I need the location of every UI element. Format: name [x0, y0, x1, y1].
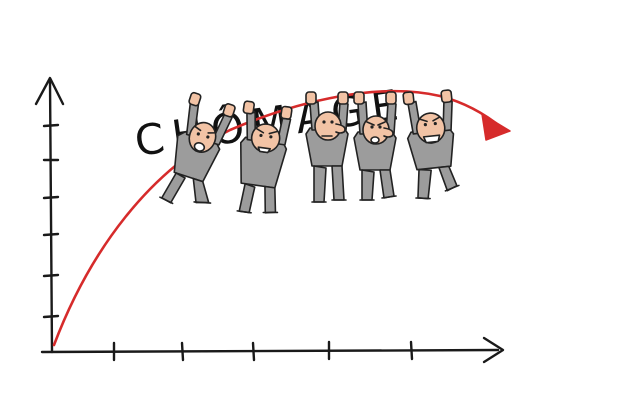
- hanging-figures: [159, 89, 460, 214]
- y-axis: [48, 78, 54, 354]
- hanging-figure-4: [353, 91, 397, 201]
- curve-arrowhead: [481, 113, 511, 141]
- chart-axes: [34, 76, 505, 364]
- x-axis: [40, 348, 500, 354]
- x-axis-arrow: [482, 336, 505, 364]
- hanging-figure-3: [305, 91, 349, 203]
- x-axis-ticks: [112, 340, 414, 362]
- hanging-figure-1: [159, 91, 236, 205]
- unemployment-curve: [52, 89, 511, 347]
- hanging-figure-5: [402, 89, 460, 200]
- y-axis-ticks: [42, 123, 60, 319]
- hanging-figure-2: [236, 100, 293, 214]
- y-axis-arrow: [34, 76, 65, 106]
